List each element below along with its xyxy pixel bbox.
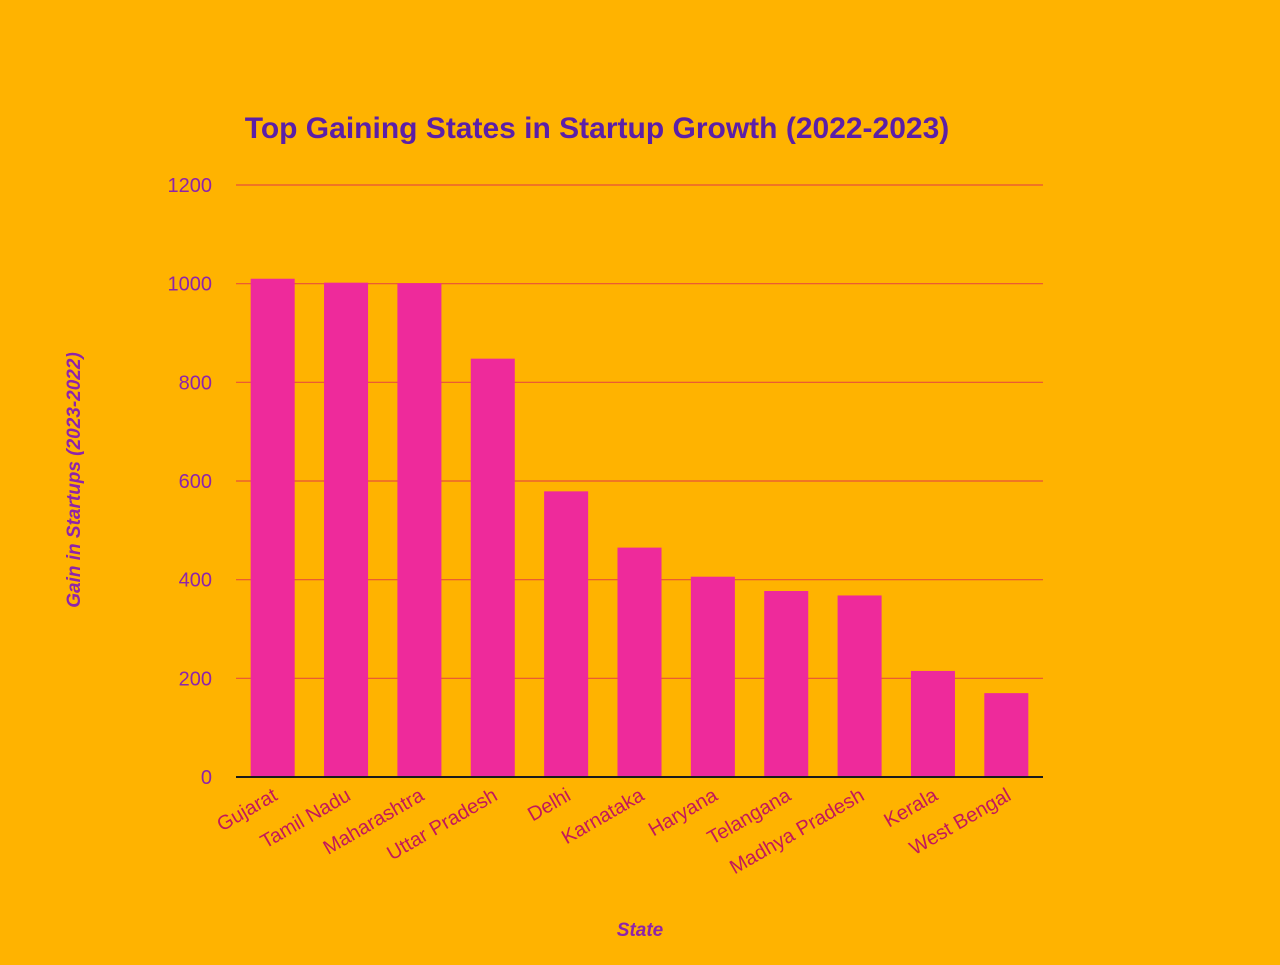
bar-telangana [764, 591, 809, 777]
x-tick-label: Delhi [524, 784, 574, 826]
bar-madhya-pradesh [837, 595, 882, 777]
x-tick-label: Madhya Pradesh [726, 784, 868, 879]
y-tick-label: 200 [179, 668, 212, 690]
bar-uttar-pradesh [470, 358, 515, 777]
bar-west-bengal [984, 693, 1029, 777]
bars [250, 278, 1029, 777]
y-axis-label: Gain in Startups (2023-2022) [64, 352, 85, 608]
bar-haryana [690, 576, 735, 777]
y-tick-label: 1200 [168, 175, 213, 197]
y-tick-label: 1000 [168, 274, 213, 296]
bar-delhi [544, 491, 589, 777]
bar-tamil-nadu [324, 282, 369, 777]
y-tick-label: 800 [179, 372, 212, 394]
chart-title: Top Gaining States in Startup Growth (20… [245, 112, 950, 145]
bar-gujarat [250, 278, 295, 777]
gridlines [236, 184, 1043, 679]
bar-maharashtra [397, 283, 442, 777]
bar-kerala [910, 670, 955, 777]
x-tick-label: Karnataka [558, 784, 649, 849]
y-axis-ticks: 0 200 400 600 800 1000 1200 [168, 175, 213, 789]
x-axis-label: State [617, 920, 664, 941]
y-tick-label: 600 [179, 471, 212, 493]
y-tick-label: 400 [179, 570, 212, 592]
bar-karnataka [617, 547, 662, 777]
y-tick-label: 0 [201, 767, 212, 789]
